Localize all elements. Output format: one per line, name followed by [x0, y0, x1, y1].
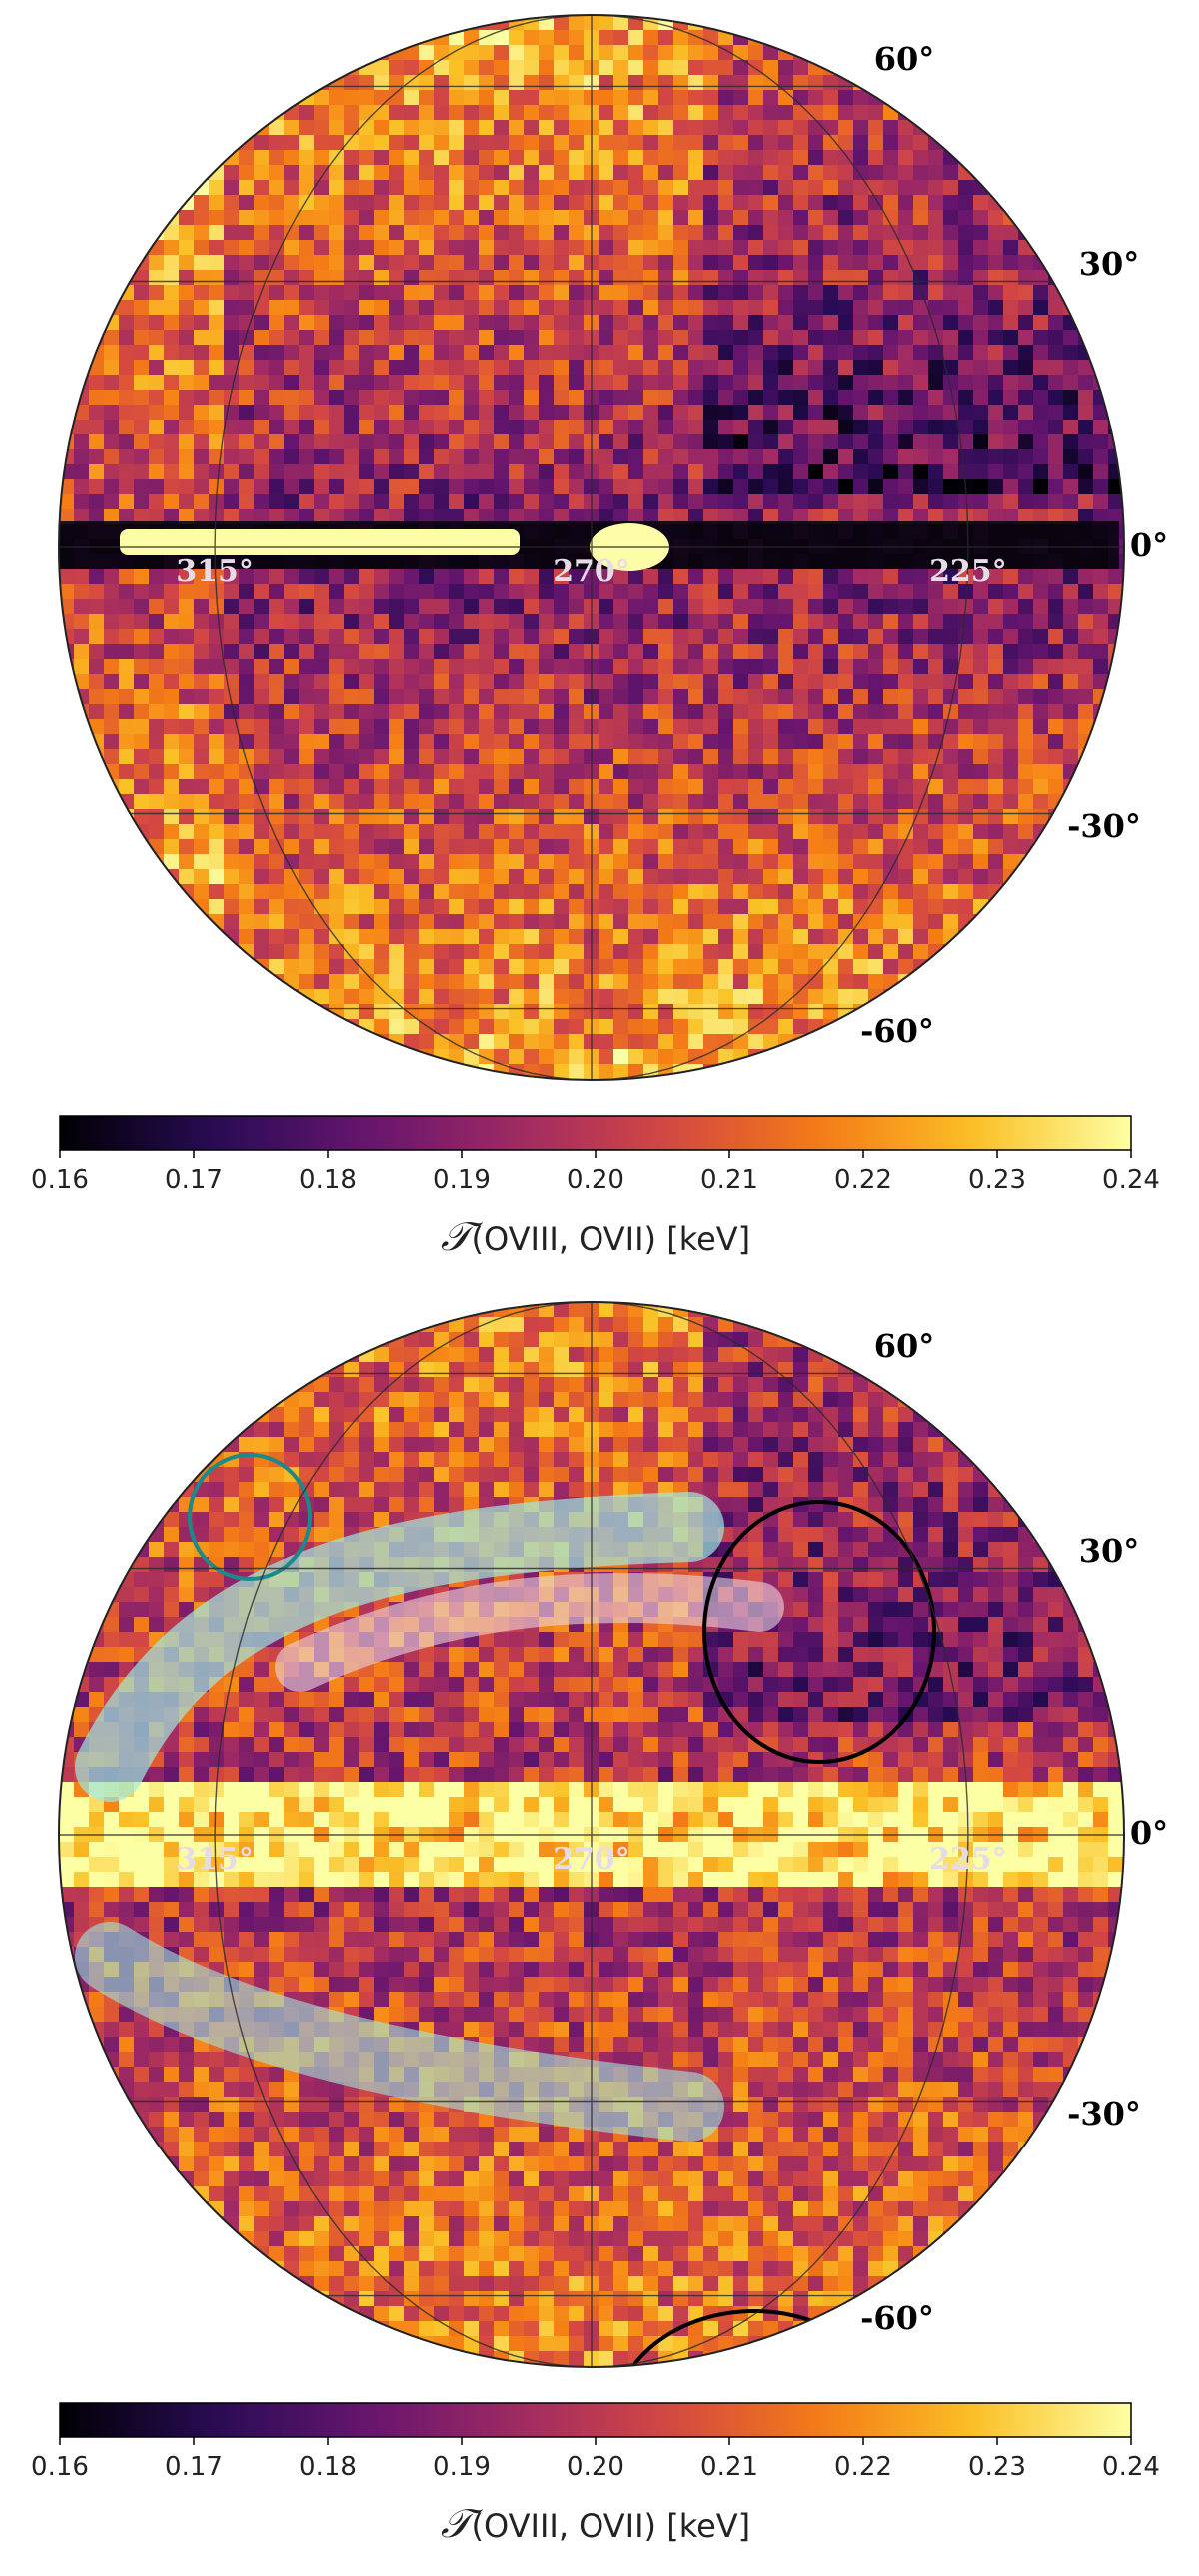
lat-tick-label: -30°: [1067, 807, 1141, 845]
lon-tick-label: 315°: [176, 554, 254, 589]
colorbar-tick-label: 0.16: [31, 2452, 89, 2482]
colorbar-tick-label: 0.24: [1102, 1165, 1160, 1195]
sphere-outline: [58, 14, 1125, 1081]
lat-tick-label: 30°: [1079, 245, 1140, 283]
lon-tick-label: 225°: [929, 1842, 1007, 1877]
sky-map-bottom: 315° 270° 225° 60° 30° 0° -30° -60° 0.16 0.17 0.18…: [31, 1301, 1168, 2547]
chart-panel-top: 315° 270° 225° 60° 30° 0° -30° -60° 0.16 0.17 0.18…: [31, 14, 1168, 1260]
sphere-outline: [58, 1301, 1125, 2368]
region-outline: [612, 2309, 896, 2367]
colorbar-label: 𝒯(OVIII, OVII) [keV]: [441, 2501, 750, 2547]
colorbar-tick-label: 0.23: [968, 1165, 1026, 1195]
lon-tick-label: 270°: [553, 1842, 630, 1877]
colorbar-tick-label: 0.22: [834, 2452, 892, 2482]
colorbar-tick-label: 0.20: [567, 2452, 624, 2482]
lon-tick-label: 270°: [553, 554, 630, 589]
colorbar-tick-label: 0.19: [433, 1165, 491, 1195]
colorbar-tick-label: 0.20: [567, 1165, 624, 1195]
galactic-plane-band: [59, 521, 1119, 571]
colorbar: [59, 1115, 1132, 1151]
colorbar-tick-label: 0.18: [299, 2452, 357, 2482]
lat-tick-label: 0°: [1130, 526, 1168, 564]
graticule: [59, 1302, 1124, 2367]
colorbar-tick-label: 0.21: [700, 2452, 758, 2482]
colorbar-label: 𝒯(OVIII, OVII) [keV]: [441, 1214, 750, 1260]
lat-tick-label: 30°: [1079, 1532, 1140, 1570]
lat-tick-label: -30°: [1067, 2095, 1141, 2133]
colorbar-tick-label: 0.22: [834, 1165, 892, 1195]
colorbar-tick-label: 0.24: [1102, 2452, 1160, 2482]
colorbar: [59, 2402, 1132, 2438]
region-outline: [151, 2241, 265, 2367]
lat-tick-label: 60°: [874, 1327, 935, 1365]
lat-tick-label: 0°: [1130, 1814, 1168, 1852]
lat-tick-label: -60°: [860, 2299, 934, 2337]
colorbar-tick-label: 0.18: [299, 1165, 357, 1195]
chart-panel-bottom: 315° 270° 225° 60° 30° 0° -30° -60° 0.16 0.17 0.18…: [0, 1288, 1199, 2576]
lon-tick-label: 315°: [176, 1842, 254, 1877]
sky-map-top: 315° 270° 225° 60° 30° 0° -30° -60° 0.16 0.17 0.18…: [31, 14, 1168, 1260]
colorbar-tick-label: 0.16: [31, 1165, 89, 1195]
region-outline: [188, 1453, 312, 1581]
region-outline: [702, 1500, 936, 1764]
colorbar-tick-label: 0.17: [165, 2452, 223, 2482]
colorbar-tick-label: 0.23: [968, 2452, 1026, 2482]
lat-tick-label: 60°: [874, 40, 935, 78]
colorbar-tick-label: 0.21: [700, 1165, 758, 1195]
lat-tick-label: -60°: [860, 1012, 934, 1050]
graticule: [59, 15, 1124, 1080]
colorbar-tick-label: 0.17: [165, 1165, 223, 1195]
lon-tick-label: 225°: [929, 554, 1007, 589]
colorbar-tick-label: 0.19: [433, 2452, 491, 2482]
overlay-arcs: [75, 1492, 784, 2142]
